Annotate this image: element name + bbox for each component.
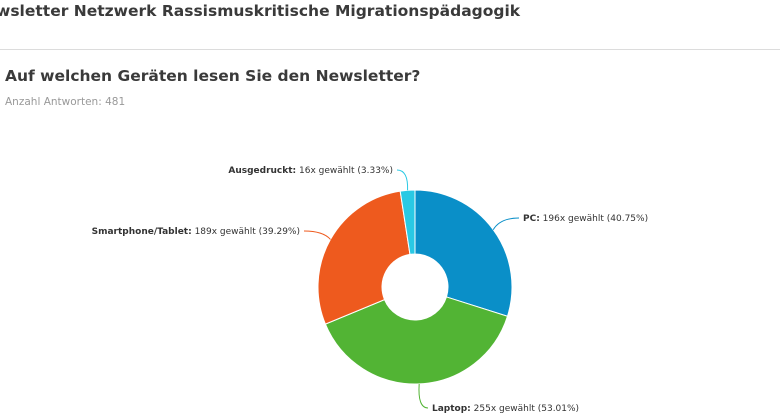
- slice-label-name: PC:: [523, 214, 540, 224]
- slice-ausgedruckt: [399, 189, 416, 255]
- slice-smartphone-tablet: [317, 190, 411, 325]
- slice-label-value: 189x gewählt (39.29%): [192, 227, 300, 237]
- leader-line: [303, 230, 331, 240]
- leader-line: [492, 217, 520, 230]
- answer-count: Anzahl Antworten: 481: [5, 96, 126, 108]
- slice-label: Ausgedruckt: 16x gewählt (3.33%): [228, 166, 393, 176]
- slice-label: Smartphone/Tablet: 189x gewählt (39.29%): [92, 227, 300, 237]
- slice-label-name: Ausgedruckt:: [228, 166, 296, 176]
- survey-title: wsletter Netzwerk Rassismuskritische Mig…: [0, 2, 521, 20]
- slice-label-value: 16x gewählt (3.33%): [296, 166, 393, 176]
- divider: [0, 49, 780, 50]
- leader-line: [396, 169, 409, 191]
- leader-line: [418, 383, 429, 409]
- slice-label: PC: 196x gewählt (40.75%): [523, 214, 648, 224]
- slice-label-value: 255x gewählt (53.01%): [471, 404, 579, 414]
- slice-label-value: 196x gewählt (40.75%): [540, 214, 648, 224]
- slice-laptop: [324, 296, 509, 385]
- slice-pc: [414, 189, 513, 317]
- slice-label-name: Laptop:: [432, 404, 471, 414]
- question-title: Auf welchen Geräten lesen Sie den Newsle…: [5, 67, 421, 85]
- slice-label: Laptop: 255x gewählt (53.01%): [432, 404, 579, 414]
- slice-label-name: Smartphone/Tablet:: [92, 227, 192, 237]
